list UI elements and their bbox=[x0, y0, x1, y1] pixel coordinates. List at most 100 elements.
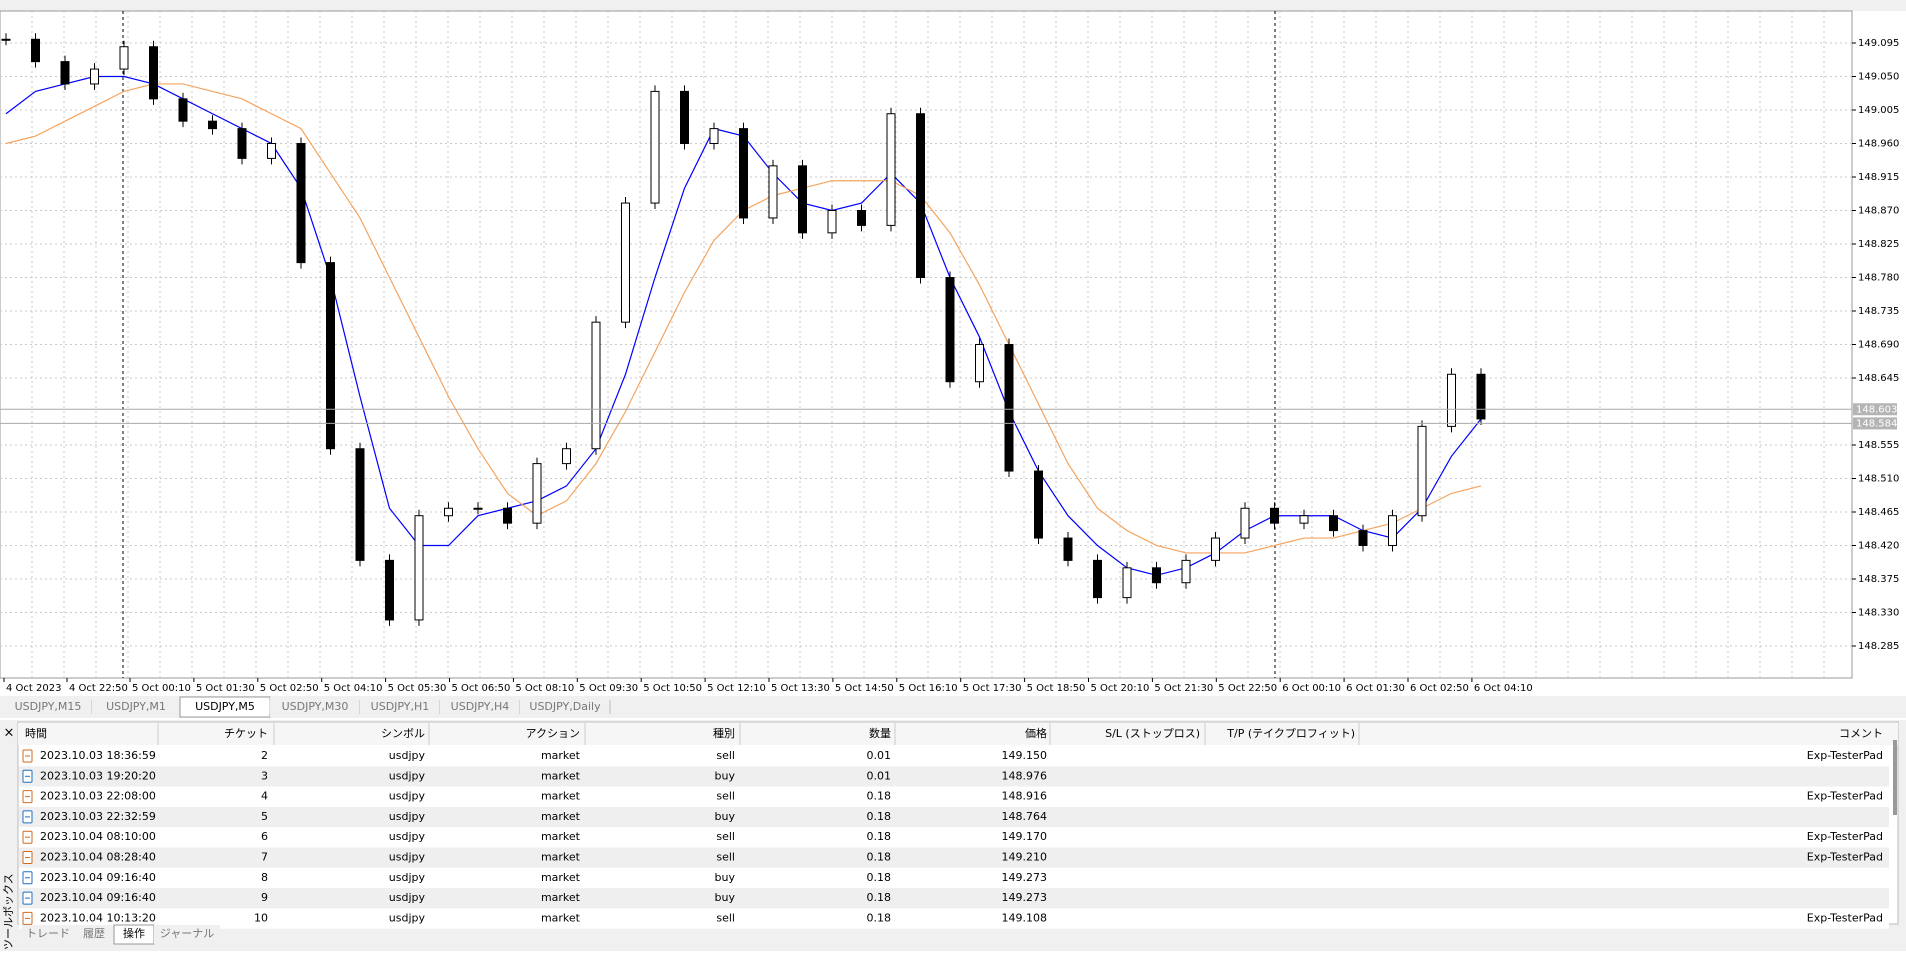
table-cell: 2023.10.03 18:36:59 bbox=[40, 749, 156, 762]
table-row[interactable] bbox=[19, 908, 1889, 929]
candle-body bbox=[886, 113, 896, 226]
table-cell: usdjpy bbox=[389, 790, 426, 803]
candle-body bbox=[916, 113, 925, 279]
table-row[interactable] bbox=[19, 847, 1889, 868]
candle-body bbox=[1388, 515, 1397, 546]
table-cell: 0.18 bbox=[867, 911, 892, 924]
table-row[interactable] bbox=[19, 746, 1889, 767]
chart-tab[interactable] bbox=[270, 697, 360, 717]
chart-tab-label: USDJPY,H4 bbox=[451, 700, 510, 713]
candle-body bbox=[1211, 537, 1220, 561]
table-cell: 0.18 bbox=[867, 810, 892, 823]
table-header bbox=[18, 723, 1898, 745]
candle-body bbox=[208, 120, 217, 130]
table-cell: 149.273 bbox=[1002, 871, 1048, 884]
candle-body bbox=[355, 448, 365, 561]
table-cell: 0.18 bbox=[867, 871, 892, 884]
table-cell: 149.150 bbox=[1002, 749, 1048, 762]
candle-body bbox=[739, 128, 748, 219]
toolbox-tab[interactable] bbox=[22, 925, 74, 944]
table-cell: 148.916 bbox=[1002, 790, 1048, 803]
x-tick-label: 5 Oct 22:50 bbox=[1218, 683, 1277, 694]
candle-body bbox=[1122, 567, 1132, 599]
table-cell: market bbox=[541, 769, 581, 782]
toolbox-tab[interactable] bbox=[74, 925, 114, 944]
chart-tab[interactable] bbox=[520, 697, 610, 717]
chart-tab[interactable] bbox=[440, 697, 520, 717]
table-cell: buy bbox=[715, 871, 736, 884]
table-cell: sell bbox=[716, 749, 735, 762]
table-cell: 2023.10.03 19:20:20 bbox=[40, 769, 156, 782]
candle-body bbox=[296, 143, 306, 264]
x-tick-label: 5 Oct 20:10 bbox=[1091, 683, 1150, 694]
close-button[interactable]: × bbox=[4, 726, 15, 741]
y-tick-label: 149.095 bbox=[1858, 38, 1899, 49]
table-row[interactable] bbox=[19, 888, 1889, 909]
column-header: T/P (テイクプロフィット) bbox=[1226, 727, 1355, 740]
table-cell: 0.01 bbox=[867, 769, 892, 782]
chart-tab[interactable] bbox=[4, 697, 92, 717]
y-tick-label: 148.870 bbox=[1858, 206, 1899, 217]
candle-body bbox=[562, 448, 571, 465]
chart-tab-label: USDJPY,Daily bbox=[529, 700, 601, 713]
x-tick-label: 5 Oct 17:30 bbox=[963, 683, 1022, 694]
table-cell: 2023.10.04 08:10:00 bbox=[40, 830, 156, 843]
chart-tab[interactable] bbox=[360, 697, 440, 717]
toolbox-tab[interactable] bbox=[154, 925, 220, 944]
table-cell: 0.18 bbox=[867, 891, 892, 904]
table-cell: 0.01 bbox=[867, 749, 892, 762]
table-cell: market bbox=[541, 851, 581, 864]
chart-tab-label: USDJPY,M30 bbox=[282, 700, 349, 713]
table-cell: usdjpy bbox=[389, 749, 426, 762]
column-header: アクション bbox=[526, 727, 580, 740]
table-cell: Exp-TesterPad bbox=[1807, 851, 1883, 864]
chart-tab[interactable] bbox=[92, 697, 180, 717]
candle-body bbox=[945, 277, 955, 383]
y-tick-label: 148.780 bbox=[1858, 273, 1899, 284]
column-header: チケット bbox=[224, 727, 268, 740]
candle-body bbox=[326, 262, 335, 450]
x-tick-label: 5 Oct 12:10 bbox=[707, 683, 766, 694]
table-row[interactable] bbox=[19, 827, 1889, 848]
table-row[interactable] bbox=[19, 766, 1889, 787]
y-tick-label: 148.960 bbox=[1858, 139, 1899, 150]
table-cell: usdjpy bbox=[389, 830, 426, 843]
toolbox-tab-label: トレード bbox=[26, 927, 70, 940]
candle-body bbox=[1417, 425, 1427, 517]
table-cell: 0.18 bbox=[867, 851, 892, 864]
candle-body bbox=[414, 515, 424, 621]
table-cell: usdjpy bbox=[389, 851, 426, 864]
chart-tab-label: USDJPY,M1 bbox=[106, 700, 166, 713]
column-header: コメント bbox=[1839, 727, 1883, 740]
candle-body bbox=[1093, 559, 1102, 599]
table-cell: 148.976 bbox=[1002, 769, 1048, 782]
y-tick-label: 148.735 bbox=[1858, 306, 1899, 317]
table-cell: market bbox=[541, 749, 581, 762]
price-label: 148.603 bbox=[1856, 404, 1897, 415]
toolbox-title: ツールボックス bbox=[2, 873, 15, 950]
y-tick-label: 149.005 bbox=[1858, 105, 1899, 116]
candle-body bbox=[444, 507, 453, 517]
candle-body bbox=[1181, 559, 1191, 584]
table-row[interactable] bbox=[19, 786, 1889, 807]
table-row[interactable] bbox=[19, 867, 1889, 889]
table-cell: 0.18 bbox=[867, 830, 892, 843]
candle-body bbox=[178, 98, 188, 122]
x-tick-label: 5 Oct 02:50 bbox=[260, 683, 319, 694]
x-tick-label: 6 Oct 01:30 bbox=[1346, 683, 1405, 694]
toolbar bbox=[0, 0, 1906, 11]
candle-body bbox=[621, 202, 630, 323]
candle-body bbox=[503, 507, 512, 524]
x-tick-label: 6 Oct 04:10 bbox=[1474, 683, 1533, 694]
column-header: 数量 bbox=[869, 727, 891, 740]
candle-body bbox=[975, 344, 984, 383]
x-tick-label: 5 Oct 08:10 bbox=[515, 683, 574, 694]
candle-body bbox=[709, 128, 719, 145]
table-cell: sell bbox=[716, 830, 735, 843]
table-row[interactable] bbox=[19, 806, 1889, 828]
table-cell: buy bbox=[715, 810, 736, 823]
table-cell: Exp-TesterPad bbox=[1807, 790, 1883, 803]
column-header: 種別 bbox=[713, 726, 735, 740]
table-cell: sell bbox=[716, 790, 735, 803]
